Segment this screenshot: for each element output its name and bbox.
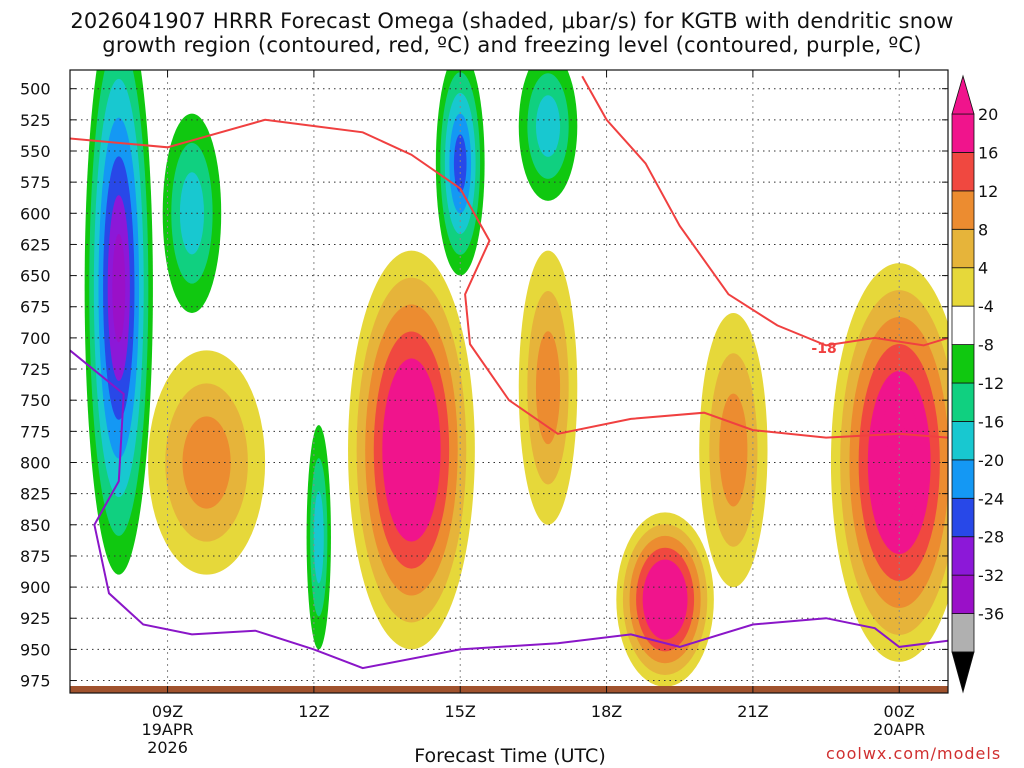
y-tick-label: 800: [20, 453, 51, 472]
colorbar-tick-label: -24: [978, 489, 1004, 508]
y-tick-label: 675: [20, 298, 51, 317]
colorbar-segment: [951, 613, 975, 653]
plot-area: -18: [70, 70, 948, 693]
colorbar-tick-label: 8: [978, 220, 988, 239]
colorbar-tick-label: 12: [978, 182, 998, 201]
omega-contour-fill: [112, 233, 126, 343]
omega-contour-fill: [886, 424, 913, 501]
y-tick-label: 975: [20, 672, 51, 691]
omega-contour-fill: [182, 416, 231, 509]
y-tick-label: 550: [20, 142, 51, 161]
omega-cell: [830, 263, 948, 662]
colorbar-tick-label: 16: [978, 143, 998, 162]
ground-strip: [70, 686, 948, 693]
colorbar-segment: [951, 267, 975, 307]
y-tick-label: 500: [20, 80, 51, 99]
y-tick-label: 575: [20, 173, 51, 192]
y-tick-label: 600: [20, 204, 51, 223]
colorbar-segment: [951, 497, 975, 538]
colorbar-segment: [951, 459, 975, 499]
colorbar-tick-label: -20: [978, 451, 1004, 470]
colorbar-tick-label: -8: [978, 336, 994, 355]
y-tick-label: 875: [20, 547, 51, 566]
omega-cell: [162, 113, 222, 313]
x-tick-label: 09Z: [152, 702, 183, 721]
omega-cell: [435, 70, 485, 276]
credit-text: coolwx.com/models: [826, 744, 1002, 763]
chart-title-line-1: 2026041907 HRRR Forecast Omega (shaded, …: [70, 9, 954, 33]
colorbar-tick-label: -32: [978, 566, 1004, 585]
x-tick-sublabel: 20APR: [873, 720, 925, 739]
x-axis-label: Forecast Time (UTC): [414, 745, 606, 767]
y-tick-label: 625: [20, 235, 51, 254]
colorbar-segment: [951, 574, 975, 614]
omega-contour-fill: [453, 134, 467, 193]
colorbar-tick-label: -36: [978, 605, 1004, 624]
colorbar-segment: [951, 536, 975, 576]
omega-contour-fill: [719, 393, 748, 507]
y-tick-label: 900: [20, 578, 51, 597]
omega-cell: [84, 70, 153, 575]
dendritic-contour-line: [70, 118, 948, 439]
dendritic-contour-line-upper: [581, 75, 948, 347]
omega-cell: [148, 350, 266, 575]
omega-contour-fill: [655, 583, 675, 617]
colorbar-top-arrow: [951, 74, 975, 115]
y-tick-label: 850: [20, 516, 51, 535]
omega-cell: [518, 250, 578, 525]
y-tick-label: 525: [20, 111, 51, 130]
omega-contour-fill: [313, 491, 324, 584]
x-tick-sublabel: 2026: [147, 738, 188, 757]
omega-cell: [699, 312, 768, 588]
omega-cell: [348, 250, 475, 650]
colorbar-tick-label: 20: [978, 105, 998, 124]
colorbar-segment: [951, 228, 975, 269]
omega-contour-fill: [535, 95, 561, 157]
omega-contour-fill: [399, 412, 424, 488]
colorbar-tick-label: -16: [978, 412, 1004, 431]
dendritic-contour-label: -18: [811, 341, 836, 357]
colorbar-segment: [951, 152, 975, 192]
x-tick-label: 15Z: [445, 702, 476, 721]
y-tick-label: 925: [20, 609, 51, 628]
chart-title-line-2: growth region (contoured, red, ºC) and f…: [102, 33, 922, 57]
colorbar-segment: [951, 305, 975, 345]
y-tick-label: 650: [20, 267, 51, 286]
colorbar-segment: [951, 190, 975, 230]
colorbar-segment: [951, 382, 975, 422]
x-tick-label: 12Z: [298, 702, 329, 721]
omega-cell: [616, 512, 714, 687]
x-tick-label: 21Z: [737, 702, 768, 721]
colorbar-segment: [951, 421, 975, 461]
x-tick-label: 00Z: [884, 702, 915, 721]
y-tick-label: 700: [20, 329, 51, 348]
y-tick-label: 825: [20, 485, 51, 504]
plot-frame: [69, 69, 949, 694]
colorbar-tick-label: -4: [978, 297, 994, 316]
y-tick-label: 750: [20, 391, 51, 410]
colorbar-segment: [951, 113, 975, 153]
freezing-level-line: [70, 349, 948, 670]
x-tick-sublabel: 19APR: [142, 720, 194, 739]
x-tick-label: 18Z: [591, 702, 622, 721]
colorbar-tick-label: -12: [978, 374, 1004, 393]
colorbar-segment: [951, 344, 975, 384]
omega-contour-fill: [535, 331, 561, 445]
colorbar-tick-label: -28: [978, 528, 1004, 547]
omega-cell: [518, 70, 578, 201]
y-tick-label: 775: [20, 422, 51, 441]
y-tick-label: 725: [20, 360, 51, 379]
y-tick-label: 950: [20, 640, 51, 659]
colorbar-tick-label: 4: [978, 259, 988, 278]
omega-cell: [306, 425, 331, 650]
colorbar-bottom-arrow: [951, 651, 975, 694]
